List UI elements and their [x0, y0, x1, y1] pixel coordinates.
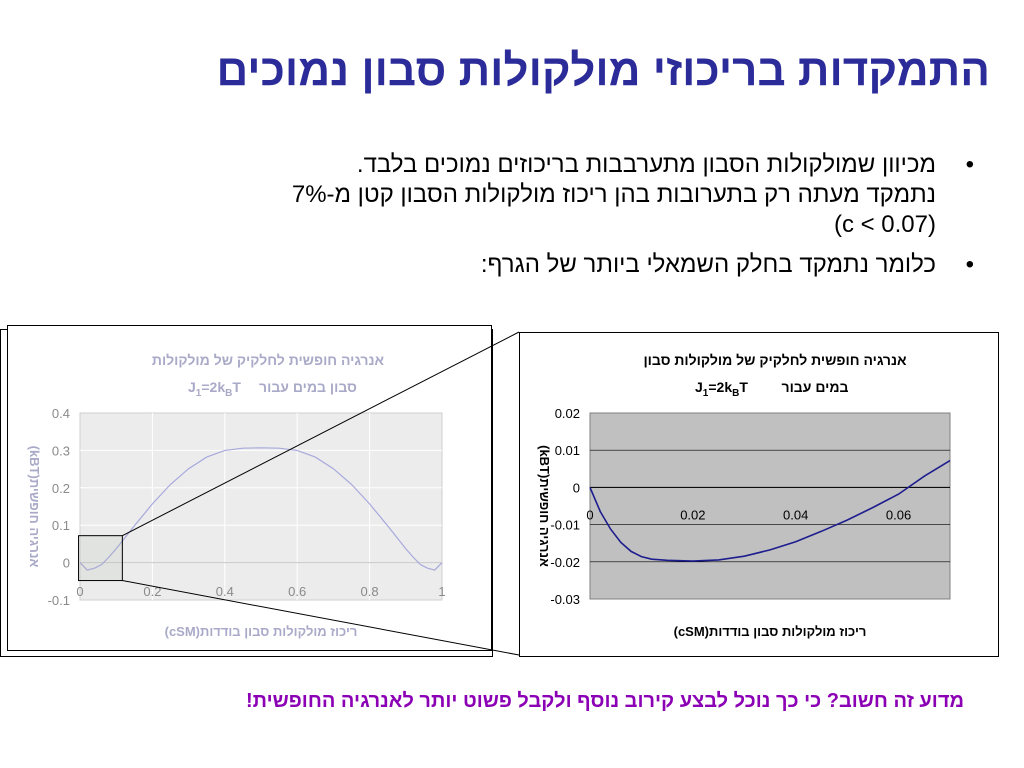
- bullet-dot-icon: •: [965, 151, 974, 178]
- y-tick-label: -0.01: [550, 518, 580, 533]
- x-axis-label: ריכוז מולקולות סבון בודדות(cSM): [674, 624, 867, 639]
- zoom-region-box: [78, 535, 123, 582]
- y-tick-label: 0.02: [555, 406, 580, 421]
- chart-title-math: J1=2kBT: [695, 379, 748, 399]
- y-tick-label: 0.2: [52, 481, 70, 496]
- x-tick-label: 0.04: [783, 507, 808, 522]
- bullet-list: • מכיוון שמולקולות הסבון מתערבבות בריכוז…: [40, 150, 974, 290]
- chart-title: אנרגיה חופשית לחלקיק של מולקולות: [152, 352, 385, 368]
- y-tick-label: 0.01: [555, 443, 580, 458]
- chart-title-line2: סבון במים עבור: [259, 379, 357, 395]
- x-tick-label: 0.2: [143, 584, 161, 599]
- bullet-line: כלומר נתמקד בחלק השמאלי ביותר של הגרף:: [480, 251, 936, 278]
- bullet-dot-icon: •: [965, 251, 974, 278]
- slide-title: התמקדות בריכוזי מולקולות סבון נמוכים: [216, 46, 990, 95]
- bullet-item: • מכיוון שמולקולות הסבון מתערבבות בריכוז…: [40, 150, 974, 240]
- y-tick-label: 0: [573, 480, 580, 495]
- x-tick-label: 0: [76, 584, 83, 599]
- footer-question: מדוע זה חשוב? כי כך נוכל לבצע קירוב נוסף…: [246, 690, 964, 712]
- zoom-connector-line: [122, 331, 520, 537]
- bullet-line: נתמקד מעתה רק בתערובות בהן ריכוז מולקולו…: [291, 181, 936, 208]
- x-tick-label: 0.06: [886, 507, 911, 522]
- y-tick-label: 0.4: [52, 406, 70, 421]
- y-tick-label: 0: [63, 556, 70, 571]
- series-line: [79, 447, 443, 571]
- chart-title: אנרגיה חופשית לחלקיק של מולקולות סבון: [643, 352, 907, 368]
- plot-area: [79, 412, 443, 601]
- series-line: [589, 459, 951, 562]
- y-tick-label: -0.1: [48, 593, 70, 608]
- x-tick-label: 0.02: [680, 507, 705, 522]
- plot-area: [589, 412, 951, 600]
- bullet-line: מכיוון שמולקולות הסבון מתערבבות בריכוזים…: [356, 151, 936, 178]
- chart-title-line2: במים עבור: [782, 379, 849, 395]
- x-tick-label: 0.4: [216, 584, 234, 599]
- y-tick-label: 0.3: [52, 443, 70, 458]
- chart-title-math: J1=2kBT: [188, 379, 241, 399]
- bullet-line: (c < 0.07): [833, 211, 936, 238]
- y-axis-label: אנרגיה חופשית(kBT): [27, 446, 42, 568]
- x-tick-label: 0.6: [288, 584, 306, 599]
- bullet-item: • כלומר נתמקד בחלק השמאלי ביותר של הגרף:: [40, 250, 974, 280]
- y-axis-label: אנרגיה חופשית(kBT): [537, 445, 552, 567]
- y-tick-label: -0.03: [550, 592, 580, 607]
- x-axis-label: ריכוז מולקולות סבון בודדות(cSM): [165, 624, 358, 639]
- x-tick-label: 0: [586, 507, 593, 522]
- x-tick-label: 0.8: [361, 584, 379, 599]
- y-tick-label: -0.02: [550, 555, 580, 570]
- zoom-connector-line: [122, 580, 520, 656]
- x-tick-label: 1: [438, 584, 445, 599]
- y-tick-label: 0.1: [52, 518, 70, 533]
